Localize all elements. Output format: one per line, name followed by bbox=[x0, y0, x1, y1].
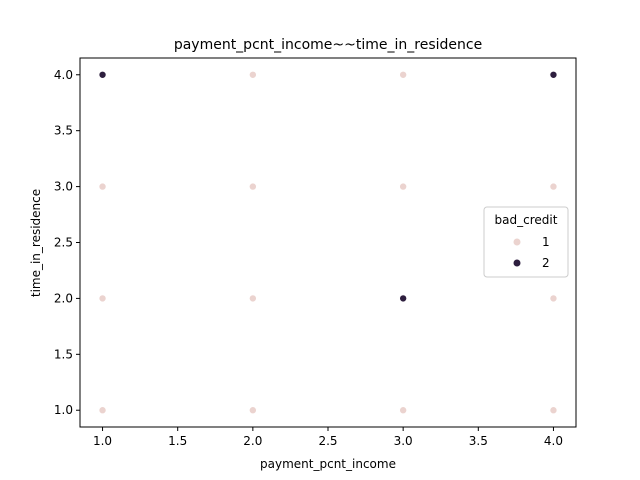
x-axis: 1.0 1.5 2.0 2.5 3.0 3.5 4.0 bbox=[93, 427, 563, 448]
x-tick-label: 3.5 bbox=[469, 434, 488, 448]
data-point-1 bbox=[549, 294, 558, 303]
data-point-1 bbox=[249, 294, 257, 303]
legend-label-1: 1 bbox=[542, 235, 550, 249]
y-axis: 1.0 1.5 2.0 2.5 3.0 3.5 4.0 bbox=[54, 68, 80, 417]
x-tick-label: 2.5 bbox=[318, 434, 337, 448]
data-point-1 bbox=[399, 70, 407, 79]
data-point-1 bbox=[549, 182, 558, 191]
data-point-1 bbox=[249, 70, 257, 79]
x-tick-label: 1.0 bbox=[93, 434, 112, 448]
y-tick-label: 2.5 bbox=[54, 236, 73, 250]
x-tick-label: 1.5 bbox=[168, 434, 187, 448]
x-axis-label: payment_pcnt_income bbox=[260, 457, 396, 471]
data-point-1 bbox=[249, 406, 257, 415]
y-tick-label: 1.0 bbox=[54, 403, 73, 417]
data-point-1 bbox=[399, 406, 407, 415]
data-point-1 bbox=[249, 182, 257, 191]
y-tick-label: 3.5 bbox=[54, 124, 73, 138]
y-tick-label: 4.0 bbox=[54, 68, 73, 82]
legend-marker-2 bbox=[513, 259, 521, 267]
data-point-1 bbox=[549, 406, 558, 415]
data-point-2 bbox=[549, 70, 558, 79]
chart-title: payment_pcnt_income~~time_in_residence bbox=[174, 37, 482, 53]
data-point-1 bbox=[399, 182, 407, 191]
legend-box bbox=[483, 206, 569, 278]
data-point-1 bbox=[98, 294, 107, 303]
data-point-1 bbox=[98, 406, 107, 415]
x-tick-label: 3.0 bbox=[394, 434, 413, 448]
legend-label-2: 2 bbox=[542, 256, 550, 270]
data-point-2 bbox=[399, 294, 407, 303]
data-point-2 bbox=[98, 70, 107, 79]
y-tick-label: 1.5 bbox=[54, 347, 73, 361]
data-point-1 bbox=[98, 182, 107, 191]
y-tick-label: 3.0 bbox=[54, 180, 73, 194]
plot-area bbox=[98, 70, 558, 415]
y-axis-label: time_in_residence bbox=[29, 189, 43, 297]
legend-title: bad_credit bbox=[495, 213, 558, 227]
legend: bad_credit 1 2 bbox=[483, 206, 569, 278]
y-tick-label: 2.0 bbox=[54, 291, 73, 305]
x-tick-label: 2.0 bbox=[243, 434, 262, 448]
legend-marker-1 bbox=[513, 238, 521, 246]
x-tick-label: 4.0 bbox=[544, 434, 563, 448]
